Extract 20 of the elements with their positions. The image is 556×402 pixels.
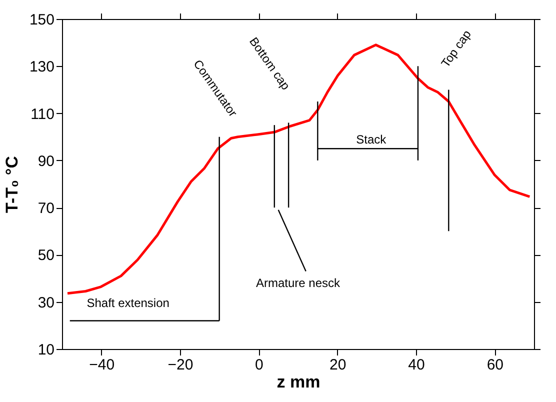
y-tick-label: 130	[29, 58, 54, 76]
x-tick-label: −20	[168, 356, 194, 374]
y-tick-label: 50	[38, 247, 54, 264]
x-tick-label: 60	[486, 356, 504, 374]
y-axis-title: T-T₀ °C	[2, 156, 22, 213]
annotation: Armature nesck	[256, 276, 342, 290]
x-tick-label: 0	[254, 356, 264, 374]
x-tick-label: 20	[329, 356, 346, 374]
y-tick-label: 70	[38, 200, 54, 218]
x-tick-label: −40	[89, 356, 115, 374]
y-tick-label: 150	[29, 12, 54, 28]
y-tick-label: 90	[38, 152, 54, 170]
y-tick-label: 110	[30, 106, 54, 123]
annotation: Top cap	[438, 27, 474, 70]
y-tick-label: 30	[38, 294, 54, 312]
x-axis-title: z mm	[276, 372, 320, 392]
annotation: Shaft extension	[86, 296, 170, 310]
annotation: Stack	[356, 132, 388, 146]
x-tick-label: 40	[408, 356, 425, 374]
y-tick-label: 10	[38, 342, 54, 358]
